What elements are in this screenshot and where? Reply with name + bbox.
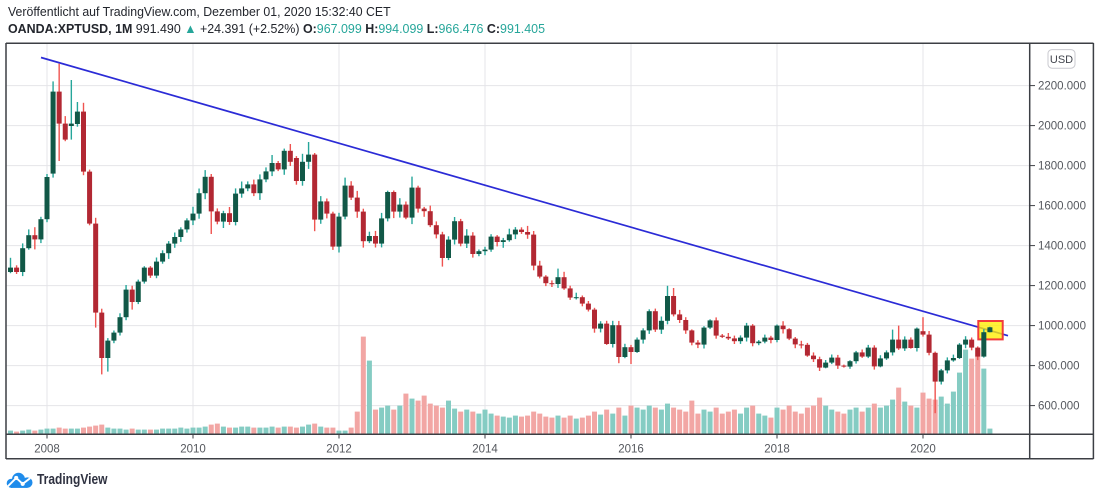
svg-text:600.000: 600.000 <box>1038 401 1080 413</box>
svg-text:1200.000: 1200.000 <box>1038 281 1086 293</box>
svg-text:1600.000: 1600.000 <box>1038 201 1086 213</box>
svg-text:2010: 2010 <box>180 444 206 456</box>
svg-text:2200.000: 2200.000 <box>1038 81 1086 93</box>
svg-text:2008: 2008 <box>34 444 60 456</box>
svg-text:2012: 2012 <box>326 444 352 456</box>
svg-text:1800.000: 1800.000 <box>1038 161 1086 173</box>
svg-text:2018: 2018 <box>764 444 790 456</box>
svg-text:2020: 2020 <box>910 444 936 456</box>
svg-text:2016: 2016 <box>618 444 644 456</box>
svg-text:2014: 2014 <box>472 444 498 456</box>
svg-text:1400.000: 1400.000 <box>1038 241 1086 253</box>
svg-text:800.000: 800.000 <box>1038 361 1080 373</box>
svg-text:2000.000: 2000.000 <box>1038 121 1086 133</box>
svg-text:USD: USD <box>1050 54 1073 66</box>
svg-text:1000.000: 1000.000 <box>1038 321 1086 333</box>
